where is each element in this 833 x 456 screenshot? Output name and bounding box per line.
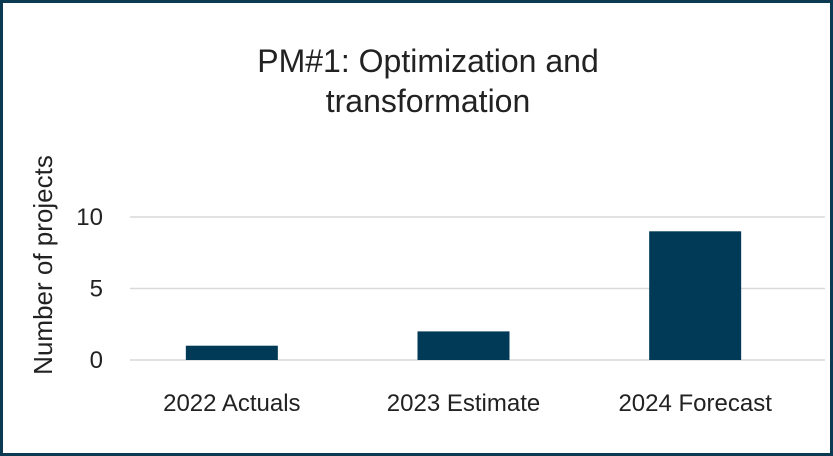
x-tick-label: 2023 Estimate <box>387 390 540 417</box>
chart-title: PM#1: Optimization and transformation <box>257 43 599 119</box>
bar <box>417 331 510 360</box>
y-tick-label: 5 <box>90 276 103 303</box>
x-tick-label: 2024 Forecast <box>618 390 772 417</box>
y-tick-label: 10 <box>76 204 103 231</box>
bar <box>649 231 742 360</box>
y-tick-label: 0 <box>90 347 103 374</box>
y-axis-label: Number of projects <box>28 155 58 375</box>
x-tick-label: 2022 Actuals <box>163 390 300 417</box>
bar <box>185 345 278 360</box>
